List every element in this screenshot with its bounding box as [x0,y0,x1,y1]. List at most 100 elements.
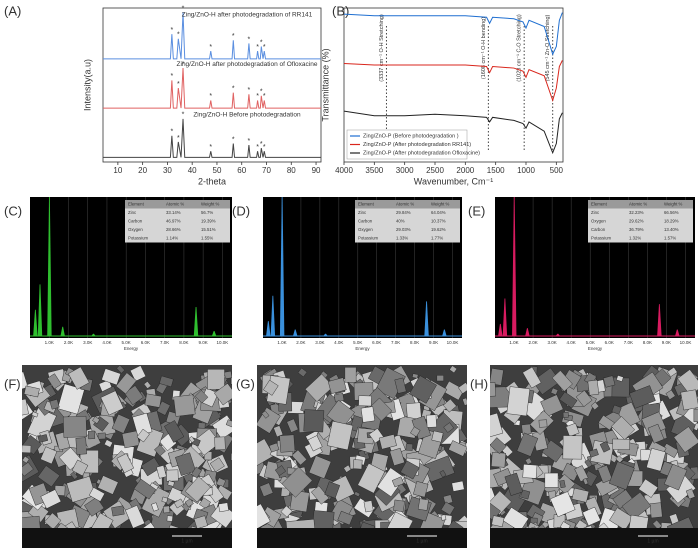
sem-grain [582,506,601,527]
peak-marker: * [209,144,212,151]
table-cell: 1.33% [396,235,408,240]
sem-grain [611,416,636,440]
x-tick-label: 10.0K [216,340,228,345]
sem-grain [70,471,79,480]
sem-grain [612,438,631,450]
sem-image [490,365,698,528]
sem-grain [376,467,405,497]
peak-marker: * [177,81,180,88]
sem-grain [443,520,464,528]
sem-grain [417,498,429,511]
sem-grain [214,436,226,451]
panel-label: (C) [4,203,22,218]
sem-grain [88,487,105,502]
sem-grain [37,465,61,488]
sem-grain [524,457,533,465]
sem-grain [358,521,375,528]
panel-label: (A) [4,3,21,18]
sem-info-bar [257,528,467,548]
sem-grain [599,441,611,453]
x-tick-label: 40 [188,166,197,175]
sem-grain [458,382,467,394]
sem-grain [638,478,659,498]
sem-grain [693,408,698,422]
table-cell: Carbon [128,218,143,223]
sem-grain [616,375,624,382]
sem-grain [184,498,194,508]
sem-grain [646,448,666,472]
x-tick-label: 1.0K [45,340,54,345]
sem-grain [378,434,397,450]
sem-grain [31,411,39,418]
table-header: Element [128,201,145,206]
sem-grain [426,414,437,428]
table-cell: 1.32% [629,235,641,240]
sem-grain [665,389,676,400]
sem-grain [75,437,87,455]
panel-label: (B) [332,3,349,18]
sem-grain [197,422,206,429]
peak-marker: * [256,44,259,51]
x-tick-label: 5.0K [122,340,131,345]
table-header-bg [125,200,230,209]
sem-grain [279,434,296,453]
sem-grain [685,488,696,500]
sem-grain [198,497,211,510]
sem-grain [582,478,589,485]
sem-grain [116,365,125,374]
sem-grain [490,382,496,397]
table-cell: Zinc [358,210,367,215]
sem-grain [621,491,652,521]
panel-label: (H) [470,376,488,391]
sem-grain [40,489,62,509]
sem-grain [384,511,414,528]
sem-grain [166,469,179,482]
sem-grain [116,453,135,474]
table-cell: 29.03% [396,227,411,232]
peak-marker: * [171,129,174,136]
sem-grain [162,505,171,514]
sem-grain [516,432,539,457]
table-cell: 32.23% [629,210,644,215]
table-cell: 36.79% [629,227,644,232]
sem-grain [667,366,678,377]
sem-grain [506,386,531,417]
peak-marker: * [171,73,174,80]
peak-marker: * [248,36,251,43]
sem-grain [230,453,232,461]
x-tick-label: 2.0K [296,340,305,345]
sem-grain [394,377,407,394]
spectrum-peak [512,197,517,336]
table-cell: Zinc [128,210,137,215]
panel-label: (F) [4,376,21,391]
x-tick-label: 3.0K [315,340,324,345]
sem-grain [40,446,58,465]
legend-label: Zing/ZnO-P (After photodegradation Oflox… [363,150,480,156]
peak-marker: * [260,89,263,96]
table-cell: Oxygen [591,218,606,223]
table-header: Atomic % [396,201,414,206]
sem-grain [215,477,227,488]
sem-grain [440,501,456,516]
series-line [103,68,321,109]
peak-marker: * [256,93,259,100]
sem-grain [544,472,559,488]
sem-grain [538,419,548,428]
spectrum-peak [442,329,447,336]
table-header: Weight % [431,201,449,206]
peak-marker: * [256,144,259,151]
x-axis-label: Energy [588,346,603,351]
sem-grain [449,365,458,374]
sem-grain [104,439,113,448]
sem-grain [360,406,375,423]
x-tick-label: 3500 [365,166,383,175]
sem-grain [87,430,96,440]
peak-marker: * [232,33,235,40]
x-tick-label: 7.0K [391,340,400,345]
sem-grain [22,515,41,528]
eds-table: Element Atomic % Weight % Zinc 32.23% 66.56% O… [588,200,693,243]
x-tick-label: 9.0K [429,340,438,345]
peak-marker: * [232,86,235,93]
x-tick-label: 4.0K [102,340,111,345]
table-header: Atomic % [166,201,184,206]
